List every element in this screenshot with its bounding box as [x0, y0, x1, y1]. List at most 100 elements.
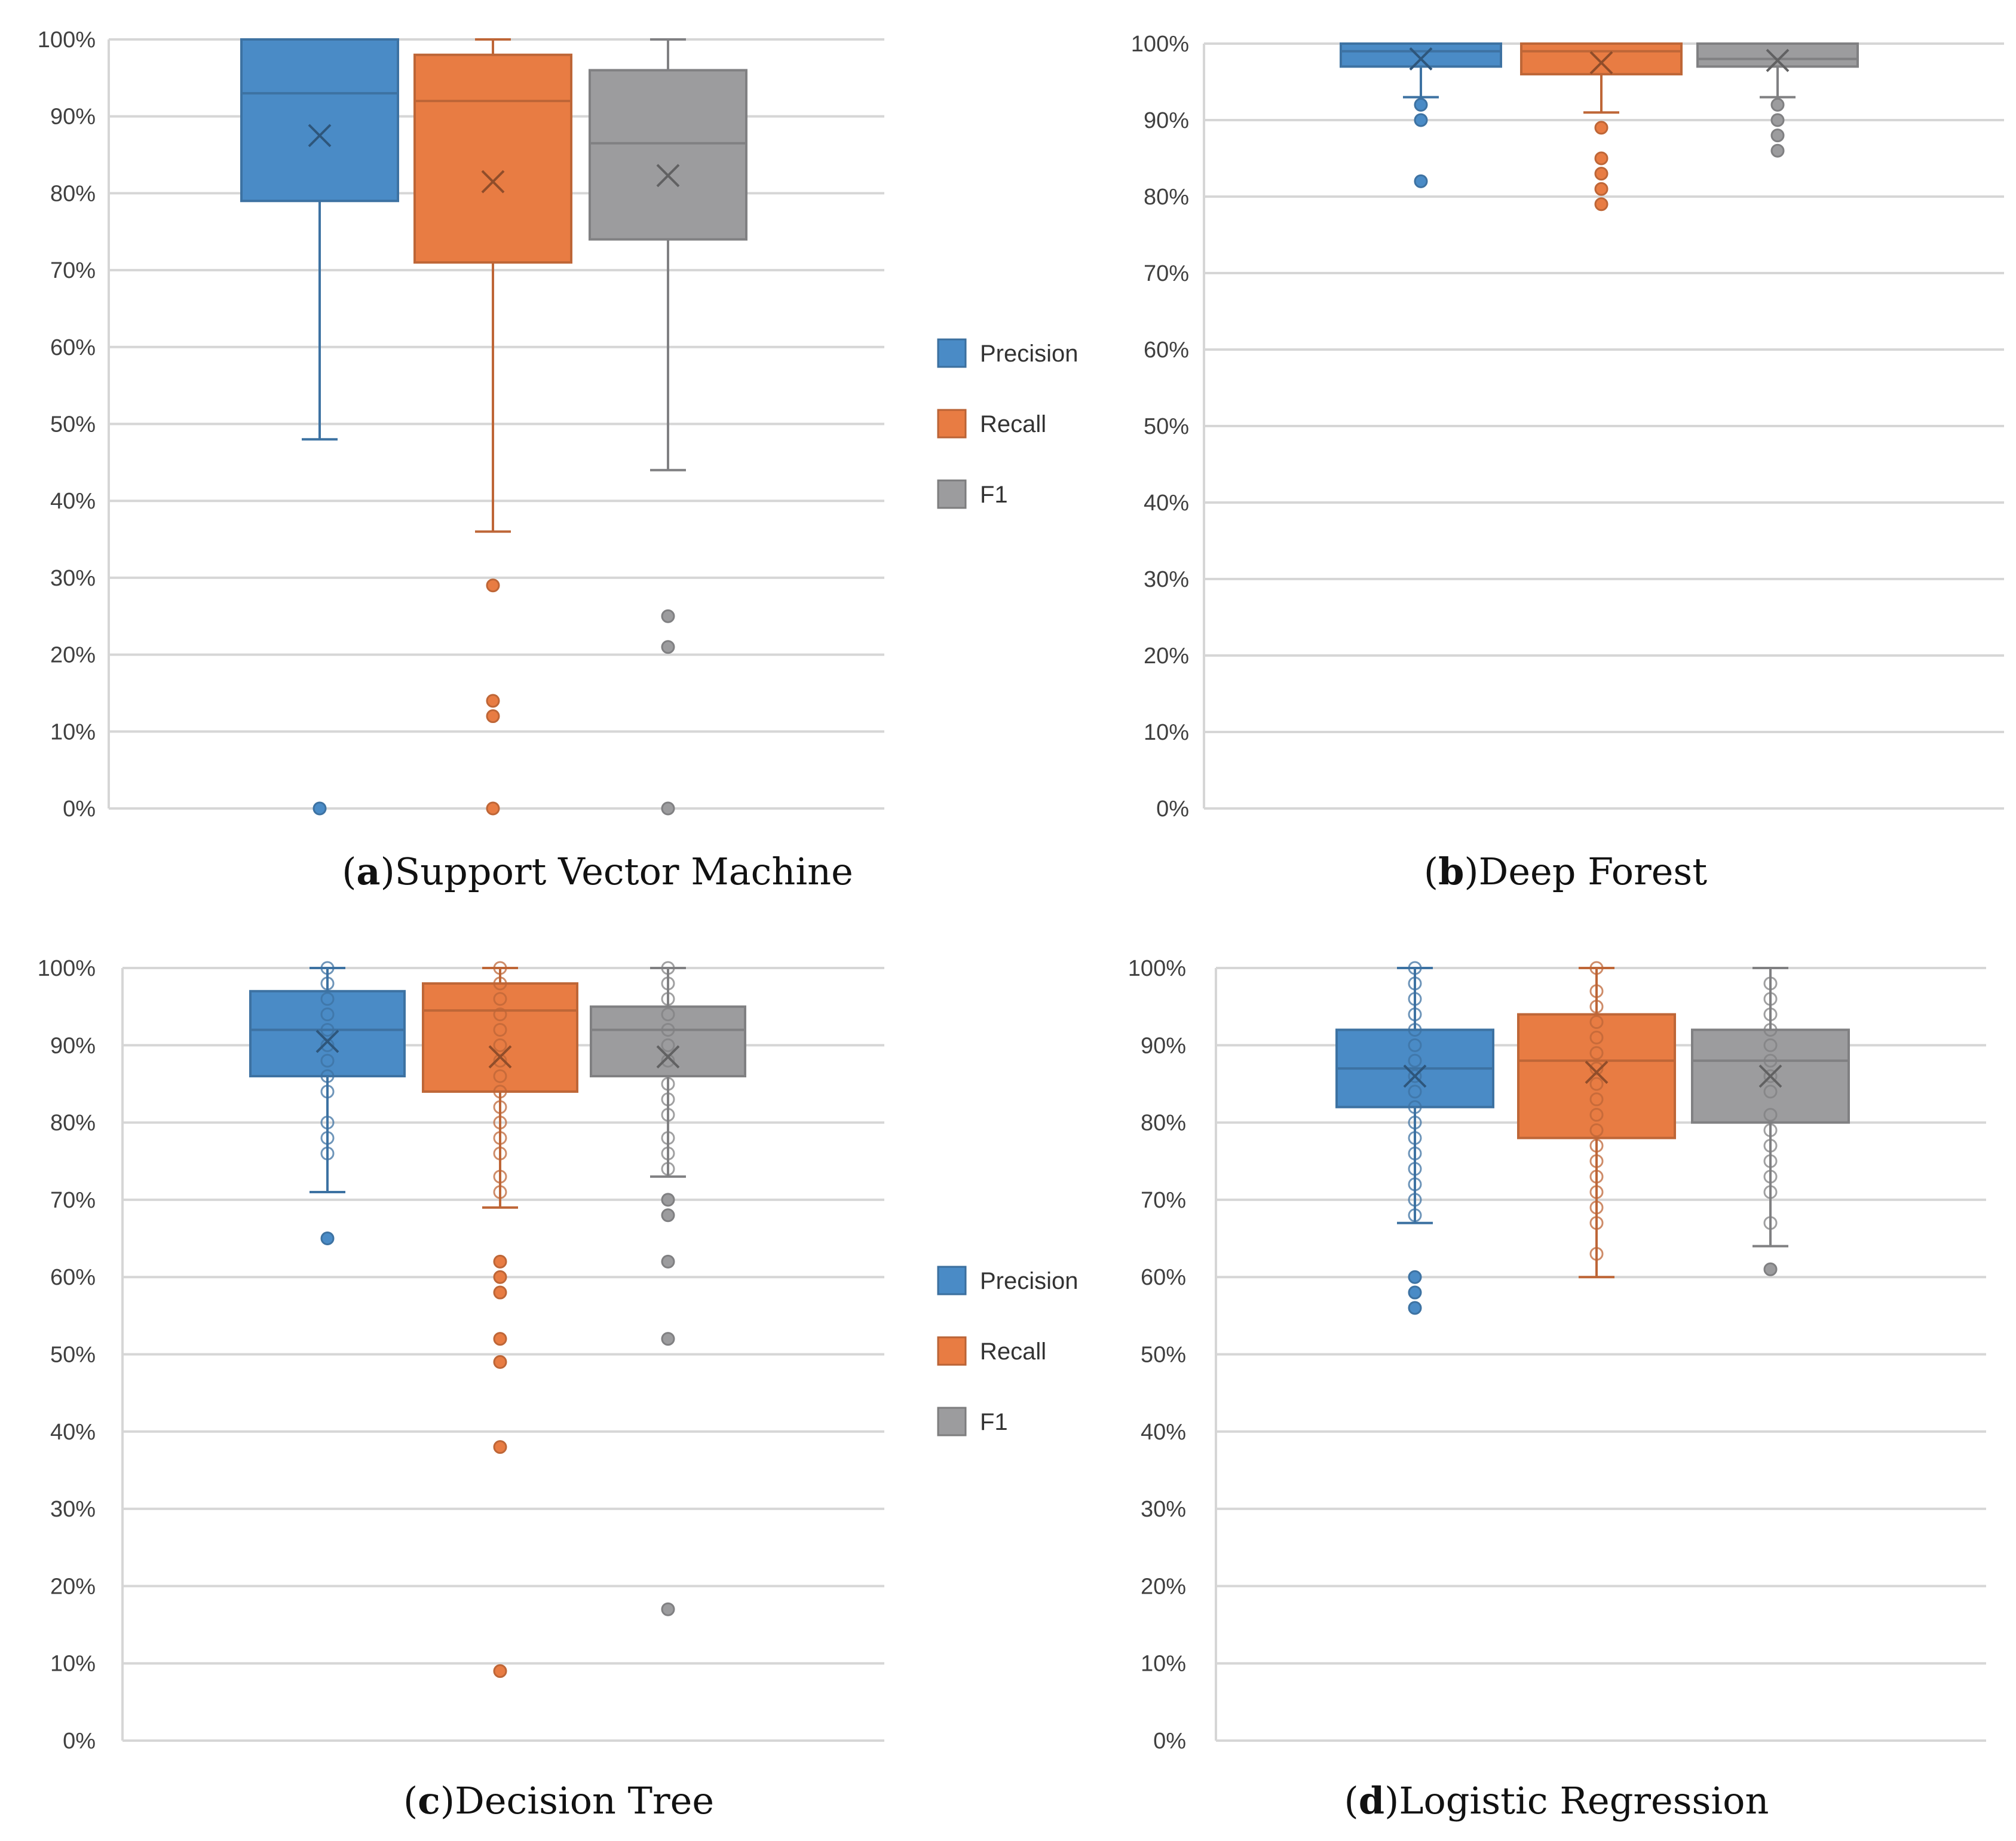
data-point: [1589, 1154, 1604, 1168]
data-point: [1589, 1123, 1604, 1138]
caption-paren-close: ): [440, 1779, 455, 1822]
chart-panel-c: 0% 10% 20% 30% 40% 50% 60% 70% 80% 90% 100% Precisi…: [38, 956, 1079, 1822]
data-point: [661, 1053, 675, 1068]
box-iqr: [1517, 1013, 1676, 1139]
box-f1: [589, 38, 747, 816]
caption-paren-close: ): [381, 850, 395, 893]
outlier-point: [1594, 151, 1608, 166]
mean-marker-stroke: [1585, 1061, 1608, 1084]
data-point: [1763, 1123, 1778, 1138]
box-iqr: [589, 69, 747, 241]
data-point: [1589, 1185, 1604, 1199]
y-tick-label: 60%: [1141, 1265, 1186, 1290]
legend-label-f1: F1: [980, 482, 1008, 508]
y-tick-label: 30%: [1141, 1497, 1186, 1522]
caption-title: Logistic Regression: [1399, 1779, 1769, 1822]
data-point: [1589, 984, 1604, 998]
data-point: [320, 1116, 335, 1130]
outlier-point: [320, 1232, 335, 1246]
data-point: [1763, 1053, 1778, 1068]
outlier-point: [1408, 1285, 1422, 1300]
mean-marker: [1766, 48, 1790, 72]
box-f1: [1691, 967, 1850, 1276]
caption: (a)Support Vector Machine: [342, 850, 853, 893]
outlier-point: [1594, 121, 1608, 135]
box-precision: [1340, 42, 1502, 188]
data-point: [661, 1131, 675, 1145]
y-tick-label: 100%: [1128, 956, 1186, 981]
data-point: [320, 1069, 335, 1083]
mean-marker: [1758, 1064, 1782, 1088]
data-point: [1763, 1085, 1778, 1099]
caption-paren-open: (: [403, 1779, 418, 1822]
data-point: [1408, 976, 1422, 991]
caption: (b)Deep Forest: [1424, 850, 1707, 893]
caption-letter: c: [418, 1779, 440, 1822]
outlier-point: [1414, 97, 1428, 112]
y-tick-label: 20%: [1144, 644, 1189, 669]
data-point: [1408, 961, 1422, 975]
y-tick-label: 0%: [1153, 1729, 1186, 1754]
outlier-point: [1414, 113, 1428, 127]
y-tick-label: 20%: [50, 1574, 96, 1599]
box-iqr: [422, 982, 578, 1093]
data-point: [1408, 1146, 1422, 1160]
y-tick-label: 40%: [1144, 491, 1189, 516]
outlier-point: [1770, 97, 1785, 112]
y-tick-label: 60%: [50, 335, 96, 360]
legend: Precision Recall F1: [937, 338, 1079, 509]
y-tick-label: 30%: [1144, 567, 1189, 592]
y-tick-label: 60%: [50, 1265, 96, 1290]
outlier-point: [1770, 113, 1785, 127]
data-point: [1589, 1108, 1604, 1122]
mean-marker-stroke: [308, 124, 332, 148]
y-tick-label: 0%: [63, 797, 96, 822]
y-tick-label: 30%: [50, 1497, 96, 1522]
data-point: [1408, 1007, 1422, 1022]
data-point: [1408, 1177, 1422, 1191]
legend-swatch-recall: [937, 409, 967, 439]
data-point: [493, 1169, 507, 1184]
outlier-point: [661, 801, 675, 816]
data-point: [1589, 1200, 1604, 1215]
data-point: [1408, 992, 1422, 1006]
data-point: [493, 1053, 507, 1068]
data-point: [661, 1146, 675, 1160]
data-point: [320, 1022, 335, 1037]
y-tick-label: 90%: [50, 105, 96, 130]
data-point: [1589, 1061, 1604, 1076]
data-point: [1763, 976, 1778, 991]
outlier-point: [493, 1285, 507, 1300]
caption: (d)Logistic Regression: [1344, 1779, 1769, 1822]
data-point: [1408, 1022, 1422, 1037]
outlier-point: [1594, 197, 1608, 212]
data-point: [1763, 1007, 1778, 1022]
data-point: [493, 1116, 507, 1130]
y-tick-label: 100%: [1131, 32, 1189, 57]
outlier-point: [486, 578, 500, 593]
y-tick-label: 60%: [1144, 338, 1189, 363]
data-point: [320, 1007, 335, 1022]
data-point: [1589, 1015, 1604, 1030]
caption-paren-open: (: [1424, 850, 1438, 893]
caption-paren-open: (: [1344, 1779, 1359, 1822]
data-point: [1763, 1216, 1778, 1230]
data-point: [320, 1085, 335, 1099]
outlier-point: [1770, 128, 1785, 143]
legend-swatch-precision: [937, 1266, 967, 1295]
data-point: [1408, 1162, 1422, 1176]
data-point: [1589, 1138, 1604, 1153]
y-tick-label: 10%: [50, 1652, 96, 1677]
y-tick-label: 40%: [50, 489, 96, 514]
outlier-point: [661, 1254, 675, 1269]
mean-marker: [315, 1030, 339, 1053]
data-point: [320, 1146, 335, 1160]
box-iqr: [240, 38, 399, 203]
data-point: [493, 1007, 507, 1022]
y-tick-label: 10%: [1141, 1652, 1186, 1677]
caption-letter: b: [1438, 850, 1464, 893]
mean-marker-stroke: [1758, 1064, 1782, 1088]
mean-marker: [1589, 51, 1613, 75]
data-point: [1763, 1185, 1778, 1199]
data-point: [1763, 1154, 1778, 1168]
